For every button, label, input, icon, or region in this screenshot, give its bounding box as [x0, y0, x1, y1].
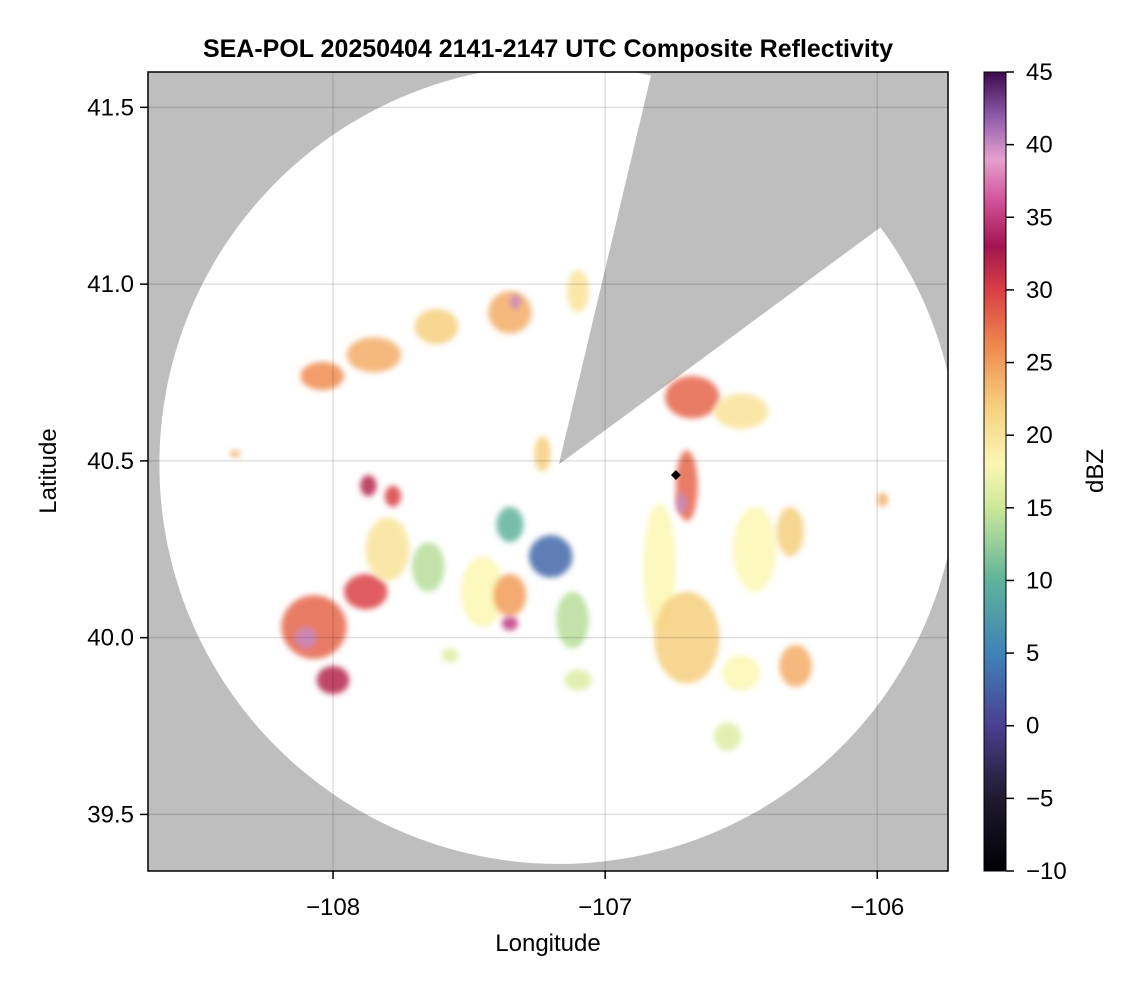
echo-cell: [343, 574, 388, 610]
plot-area: [147, 71, 949, 872]
y-tick-label: 40.0: [87, 625, 134, 652]
colorbar-tick-label: 25: [1026, 350, 1053, 377]
echo-cell: [365, 517, 410, 582]
echo-cell: [229, 450, 241, 458]
y-tick-label: 39.5: [87, 801, 134, 828]
colorbar-tick-label: −5: [1026, 785, 1053, 812]
echo-cell: [534, 436, 551, 472]
colorbar-tick-label: 20: [1026, 422, 1053, 449]
echo-cell: [488, 291, 532, 334]
echo-cell: [294, 627, 317, 649]
y-tick-label: 41.5: [87, 94, 134, 121]
echo-cell: [722, 655, 761, 691]
x-tick-label: −108: [306, 894, 360, 921]
echo-cell: [713, 722, 742, 751]
chart-title: SEA-POL 20250404 2141-2147 UTC Composite…: [203, 35, 893, 63]
location-marker: [670, 470, 681, 480]
colorbar-tick-label: 40: [1026, 132, 1053, 159]
colorbar-tick-label: 35: [1026, 204, 1053, 231]
echo-cell: [564, 669, 592, 691]
echo-cell: [441, 648, 459, 663]
colorbar-tick-label: 0: [1026, 713, 1039, 740]
x-tick-label: −107: [578, 894, 632, 921]
echo-cell: [665, 376, 720, 419]
echo-cell: [556, 591, 589, 649]
echo-cell: [493, 574, 527, 617]
echo-cell: [316, 665, 350, 695]
echo-cell: [776, 506, 804, 557]
colorbar-tick-label: 45: [1026, 59, 1053, 86]
echo-cells: [229, 269, 889, 751]
y-axis-label: Latitude: [35, 428, 62, 513]
echo-cell: [733, 506, 777, 592]
y-tick-label: 41.0: [87, 271, 134, 298]
y-axis-ticks: 39.5 40.0 40.5 41.0 41.5: [87, 94, 148, 828]
colorbar-tick-label: 30: [1026, 277, 1053, 304]
echo-cell: [501, 616, 519, 631]
echo-cell: [567, 269, 589, 313]
echo-cell: [414, 308, 459, 345]
colorbar-label: dBZ: [1082, 449, 1109, 493]
echo-cell: [877, 492, 889, 507]
echo-cell: [281, 595, 347, 659]
x-axis-label: Longitude: [495, 930, 600, 957]
echo-cell: [643, 503, 676, 631]
colorbar-ticks: −10 −5 0 5 10 15 20 25 30 35 40 45: [1006, 59, 1067, 885]
colorbar: −10 −5 0 5 10 15 20 25 30 35 40 45 dBZ: [983, 59, 1109, 885]
colorbar-tick-label: −10: [1026, 858, 1067, 885]
colorbar-tick-label: 10: [1026, 567, 1053, 594]
x-tick-label: −106: [850, 894, 904, 921]
grid-lines: [148, 72, 948, 871]
x-axis-ticks: −108 −107 −106: [306, 871, 904, 921]
echo-cell: [528, 535, 573, 578]
y-tick-label: 40.5: [87, 448, 134, 475]
colorbar-scale: [983, 71, 1007, 872]
echo-cell: [654, 591, 720, 684]
echo-cell: [346, 337, 402, 373]
echo-cell: [360, 475, 377, 497]
echo-cell: [675, 492, 687, 514]
echo-cell: [779, 644, 812, 688]
plot-frame: [147, 71, 949, 872]
echo-cell: [713, 393, 769, 430]
echo-cell: [384, 485, 402, 507]
echo-cell: [411, 542, 445, 592]
echo-cell: [496, 506, 524, 543]
echo-cell: [509, 294, 521, 309]
colorbar-tick-label: 5: [1026, 640, 1039, 667]
colorbar-tick-label: 15: [1026, 495, 1053, 522]
echo-cell: [460, 556, 505, 628]
echo-cell: [300, 361, 344, 391]
